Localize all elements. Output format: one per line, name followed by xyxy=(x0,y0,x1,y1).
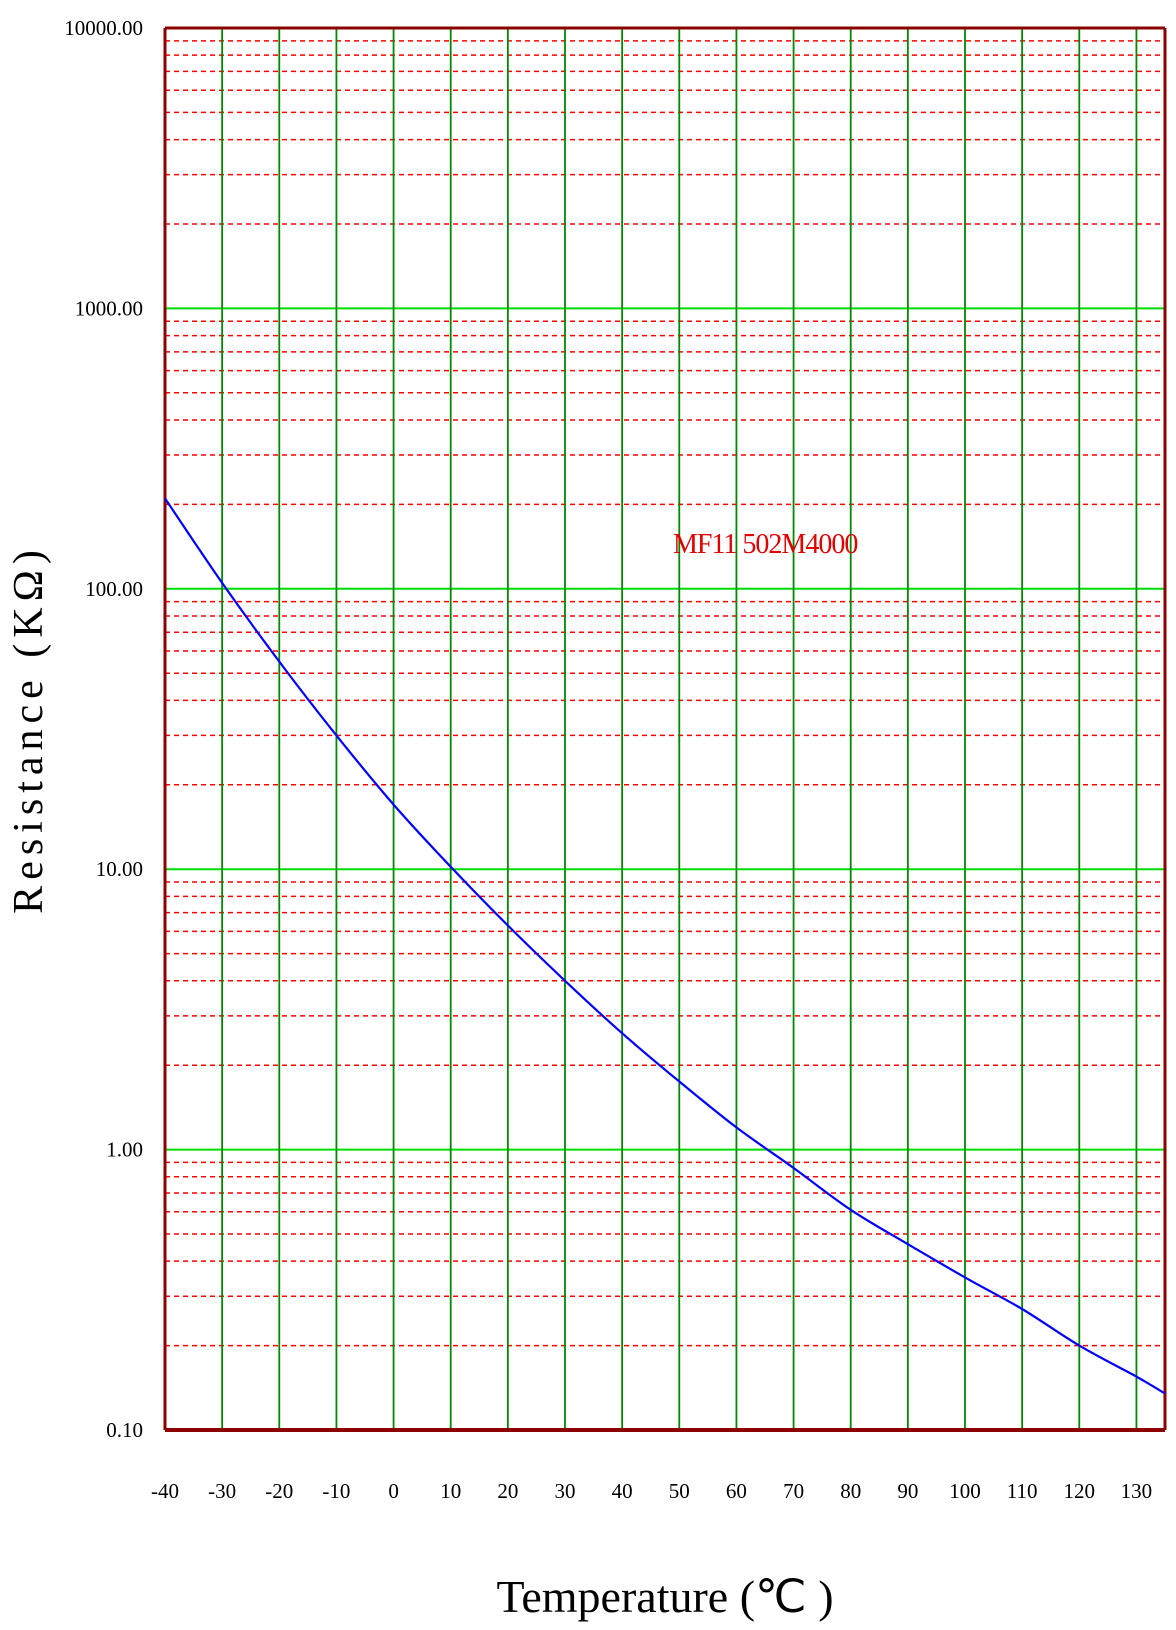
x-tick-label: 10 xyxy=(440,1479,461,1503)
vertical-gridlines xyxy=(221,28,1138,1430)
x-tick-label: 50 xyxy=(669,1479,690,1503)
x-tick-label: 0 xyxy=(388,1479,399,1503)
y-tick-label: 10.00 xyxy=(96,857,143,881)
x-tick-label: 110 xyxy=(1007,1479,1038,1503)
x-tick-label: 130 xyxy=(1121,1479,1153,1503)
plot-frame xyxy=(163,26,1167,1432)
x-tick-label: -30 xyxy=(208,1479,236,1503)
resistance-curve xyxy=(164,497,1166,1395)
y-tick-label: 1000.00 xyxy=(75,296,143,320)
y-axis-tick-labels: 10000.00 1000.00 100.00 10.00 1.00 0.10 xyxy=(64,16,143,1442)
y-tick-label: 10000.00 xyxy=(64,16,143,40)
x-tick-label: 20 xyxy=(497,1479,518,1503)
part-number-annotation: MF11 502M4000 xyxy=(673,529,857,560)
x-tick-label: 60 xyxy=(726,1479,747,1503)
y-tick-label: 0.10 xyxy=(106,1418,143,1442)
x-tick-label: -10 xyxy=(322,1479,350,1503)
x-axis-tick-labels: -40 -30 -20 -10 0 10 20 30 40 50 60 70 80 90 100 110 120… xyxy=(151,1479,1152,1503)
x-tick-label: 90 xyxy=(897,1479,918,1503)
x-tick-label: -20 xyxy=(265,1479,293,1503)
y-tick-label: 1.00 xyxy=(106,1138,143,1162)
x-axis-label: Temperature (℃ ) xyxy=(496,1571,833,1622)
x-tick-label: 100 xyxy=(949,1479,981,1503)
x-tick-label: 80 xyxy=(840,1479,861,1503)
x-tick-label: 120 xyxy=(1064,1479,1096,1503)
y-axis-label: Resistance (KΩ) xyxy=(6,544,52,914)
plot-background xyxy=(165,28,1165,1430)
x-tick-label: 70 xyxy=(783,1479,804,1503)
x-tick-label: -40 xyxy=(151,1479,179,1503)
y-tick-label: 100.00 xyxy=(85,577,143,601)
major-gridlines xyxy=(165,307,1165,1151)
x-tick-label: 40 xyxy=(612,1479,633,1503)
x-tick-label: 30 xyxy=(555,1479,576,1503)
minor-gridlines xyxy=(165,40,1165,1347)
